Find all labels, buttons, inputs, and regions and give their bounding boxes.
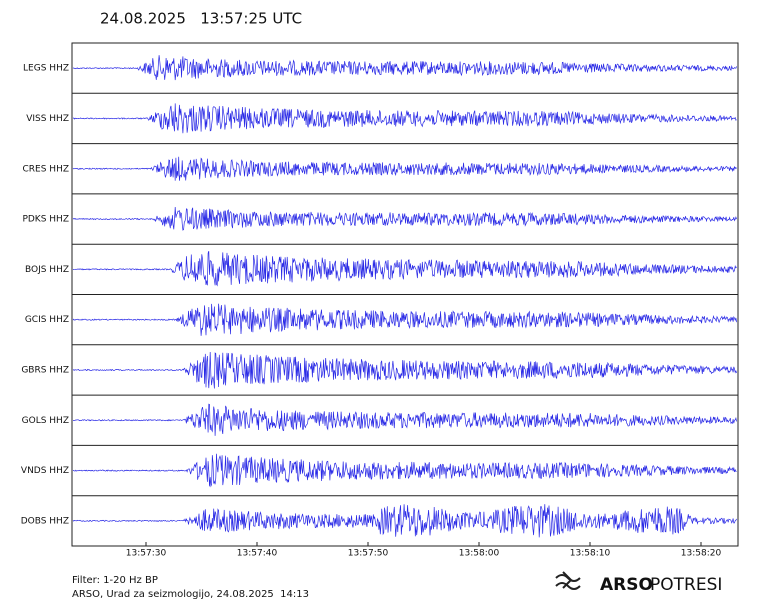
station-label: VNDS HHZ [21, 466, 69, 476]
waveform [72, 55, 737, 81]
station-label: CRES HHZ [23, 164, 70, 174]
station-label: VISS HHZ [26, 114, 69, 124]
filter-note: Filter: 1-20 Hz BP [72, 575, 158, 586]
credit-note: ARSO, Urad za seizmologijo, 24.08.2025 1… [72, 589, 309, 600]
waveform [72, 250, 737, 287]
tick-label: 13:57:50 [348, 549, 389, 559]
station-label: BOJS HHZ [25, 265, 69, 275]
station-label: PDKS HHZ [22, 215, 69, 225]
title: 24.08.2025 13:57:25 UTC [100, 10, 302, 28]
station-label: GCIS HHZ [25, 315, 69, 325]
logo-icon [555, 571, 581, 590]
logo-brand: ARSO [600, 575, 653, 595]
waveform [72, 504, 737, 538]
station-label: GOLS HHZ [22, 416, 69, 426]
waveform [72, 156, 737, 181]
time-axis: 13:57:30 13:57:40 13:57:50 13:58:00 13:58:10… [126, 542, 722, 559]
waveform [72, 453, 737, 488]
logo-product: POTRESI [650, 575, 722, 595]
station-label: GBRS HHZ [21, 365, 69, 375]
tick-label: 13:57:40 [237, 549, 278, 559]
station-label: DOBS HHZ [21, 516, 69, 526]
waveform [72, 351, 737, 389]
waveform [72, 303, 737, 336]
waveform [72, 103, 737, 134]
station-label: LEGS HHZ [23, 64, 69, 74]
tick-label: 13:57:30 [126, 549, 167, 559]
traces: LEGS HHZ VISS HHZ CRES HHZ PDKS HHZ BOJS HHZ… [21, 55, 738, 538]
tick-label: 13:58:10 [570, 549, 611, 559]
waveform [73, 403, 737, 436]
waveform [72, 206, 737, 231]
tick-label: 13:58:00 [459, 549, 500, 559]
tick-label: 13:58:20 [681, 549, 722, 559]
